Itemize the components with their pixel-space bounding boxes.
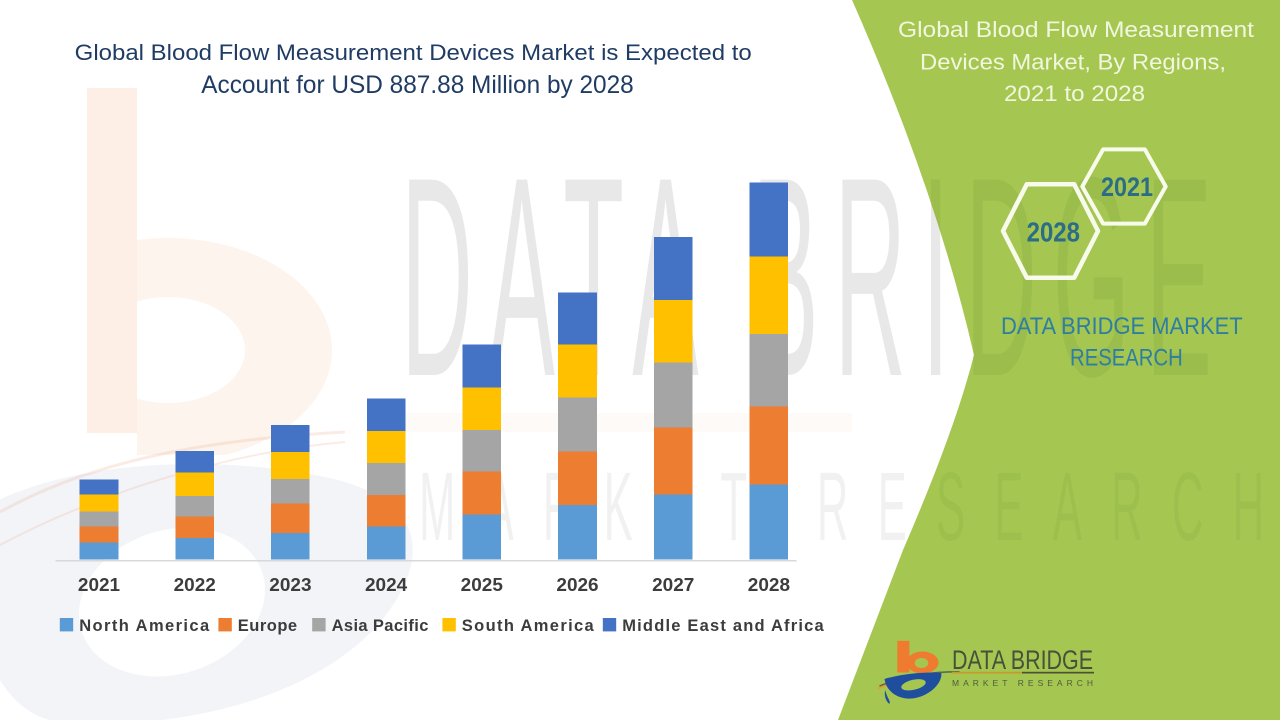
- svg-text:North America: North America: [79, 617, 210, 635]
- svg-text:DATA BRIDGE: DATA BRIDGE: [952, 645, 1093, 675]
- svg-text:2025: 2025: [461, 575, 503, 595]
- svg-text:Asia Pacific: Asia Pacific: [332, 617, 429, 635]
- svg-text:Global Blood Flow Measurement: Global Blood Flow Measurement Devices Ma…: [75, 40, 752, 65]
- svg-text:2023: 2023: [269, 575, 311, 595]
- svg-text:2027: 2027: [652, 575, 694, 595]
- svg-text:2022: 2022: [174, 575, 216, 595]
- svg-text:2028: 2028: [748, 575, 790, 595]
- svg-text:M A R K E T R E S E A R C H: M A R K E T R E S E A R C H: [952, 678, 1093, 688]
- svg-text:DATA BRIDGE MARKET: DATA BRIDGE MARKET: [1001, 313, 1243, 340]
- svg-text:Europe: Europe: [238, 617, 297, 635]
- svg-text:2024: 2024: [365, 575, 407, 595]
- svg-text:2021: 2021: [78, 575, 120, 595]
- svg-text:Devices Market, By Regions,: Devices Market, By Regions,: [920, 50, 1226, 75]
- svg-text:2028: 2028: [1027, 216, 1080, 247]
- svg-text:South America: South America: [462, 617, 595, 635]
- svg-text:RESEARCH: RESEARCH: [1070, 345, 1183, 372]
- svg-text:Account for USD 887.88 Million: Account for USD 887.88 Million by 2028: [201, 71, 634, 99]
- svg-text:2021: 2021: [1101, 172, 1153, 202]
- svg-text:Global Blood Flow Measurement: Global Blood Flow Measurement: [898, 17, 1255, 42]
- svg-text:Middle East and Africa: Middle East and Africa: [622, 617, 824, 635]
- svg-text:2021 to 2028: 2021 to 2028: [1004, 81, 1145, 106]
- svg-text:2026: 2026: [556, 575, 598, 595]
